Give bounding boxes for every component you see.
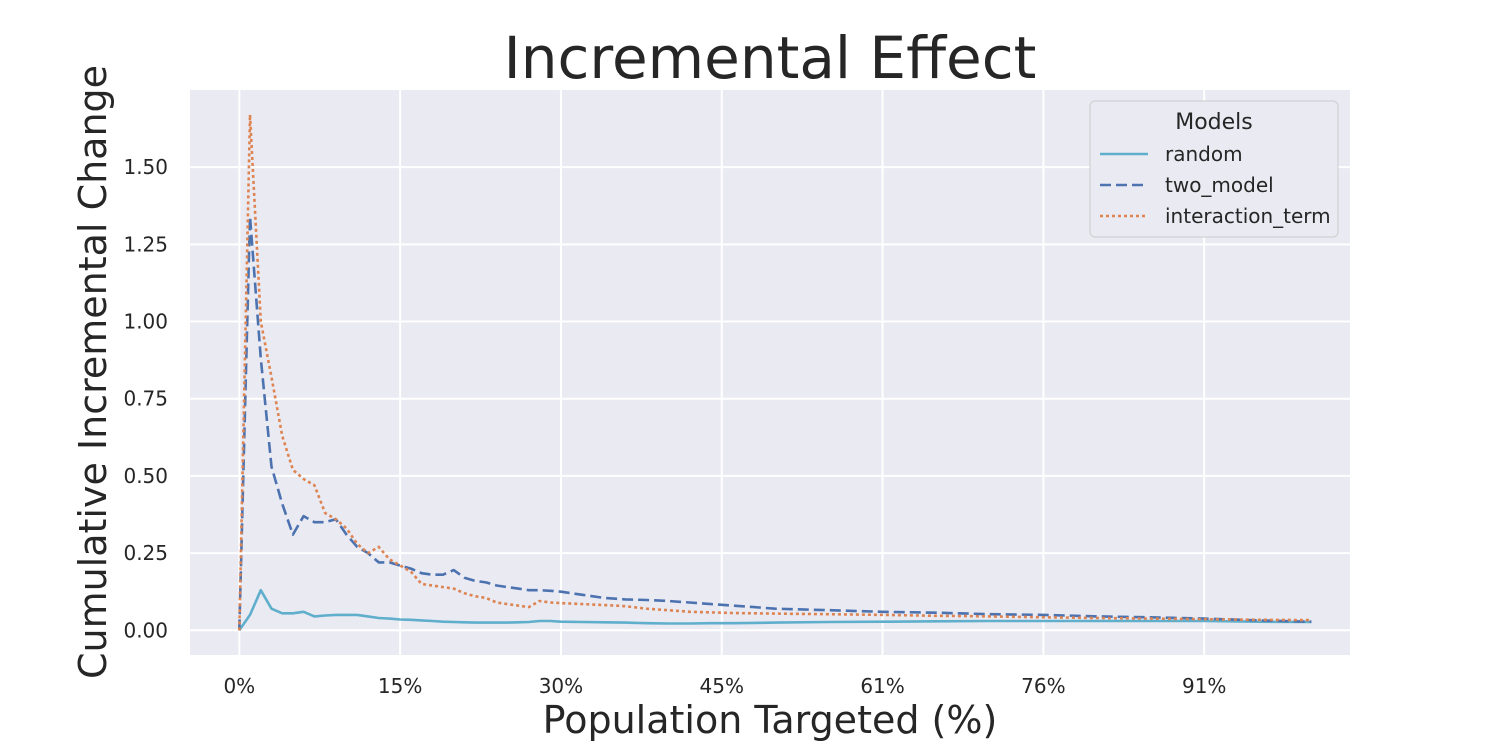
legend-label-random: random <box>1165 142 1243 166</box>
x-tick-label: 0% <box>223 674 255 698</box>
x-tick-label: 15% <box>378 674 422 698</box>
x-tick-label: 61% <box>860 674 904 698</box>
y-tick-label: 1.50 <box>123 155 168 179</box>
legend-box <box>1089 100 1339 238</box>
x-tick-label: 91% <box>1182 674 1226 698</box>
x-tick-label: 30% <box>539 674 583 698</box>
y-tick-label: 1.00 <box>123 310 168 334</box>
series-line-interaction-term <box>238 113 1312 631</box>
series-line-random <box>238 588 1312 632</box>
y-axis-label: Cumulative Incremental Change <box>71 65 115 679</box>
x-tick-label: 76% <box>1021 674 1065 698</box>
series-line-two-model <box>238 215 1312 631</box>
y-tick-label: 0.50 <box>123 464 168 488</box>
legend-label-two-model: two_model <box>1165 173 1274 197</box>
legend-title: Models <box>1175 110 1253 135</box>
x-tick-label: 45% <box>700 674 744 698</box>
chart-title: Incremental Effect <box>504 24 1037 92</box>
x-tick-labels: 0% 15% 30% 45% 61% 76% 91% <box>223 674 1226 698</box>
y-tick-label: 0.75 <box>123 387 168 411</box>
y-tick-label: 1.25 <box>123 232 168 256</box>
y-tick-label: 0.25 <box>123 541 168 565</box>
legend: Models random two_model interaction_term <box>1089 100 1339 238</box>
x-axis-label: Population Targeted (%) <box>543 698 998 742</box>
y-tick-labels: 0.00 0.25 0.50 0.75 1.00 1.25 1.50 <box>123 155 168 642</box>
y-tick-label: 0.00 <box>123 618 168 642</box>
legend-label-interaction-term: interaction_term <box>1165 204 1331 228</box>
series-lines <box>238 113 1312 632</box>
